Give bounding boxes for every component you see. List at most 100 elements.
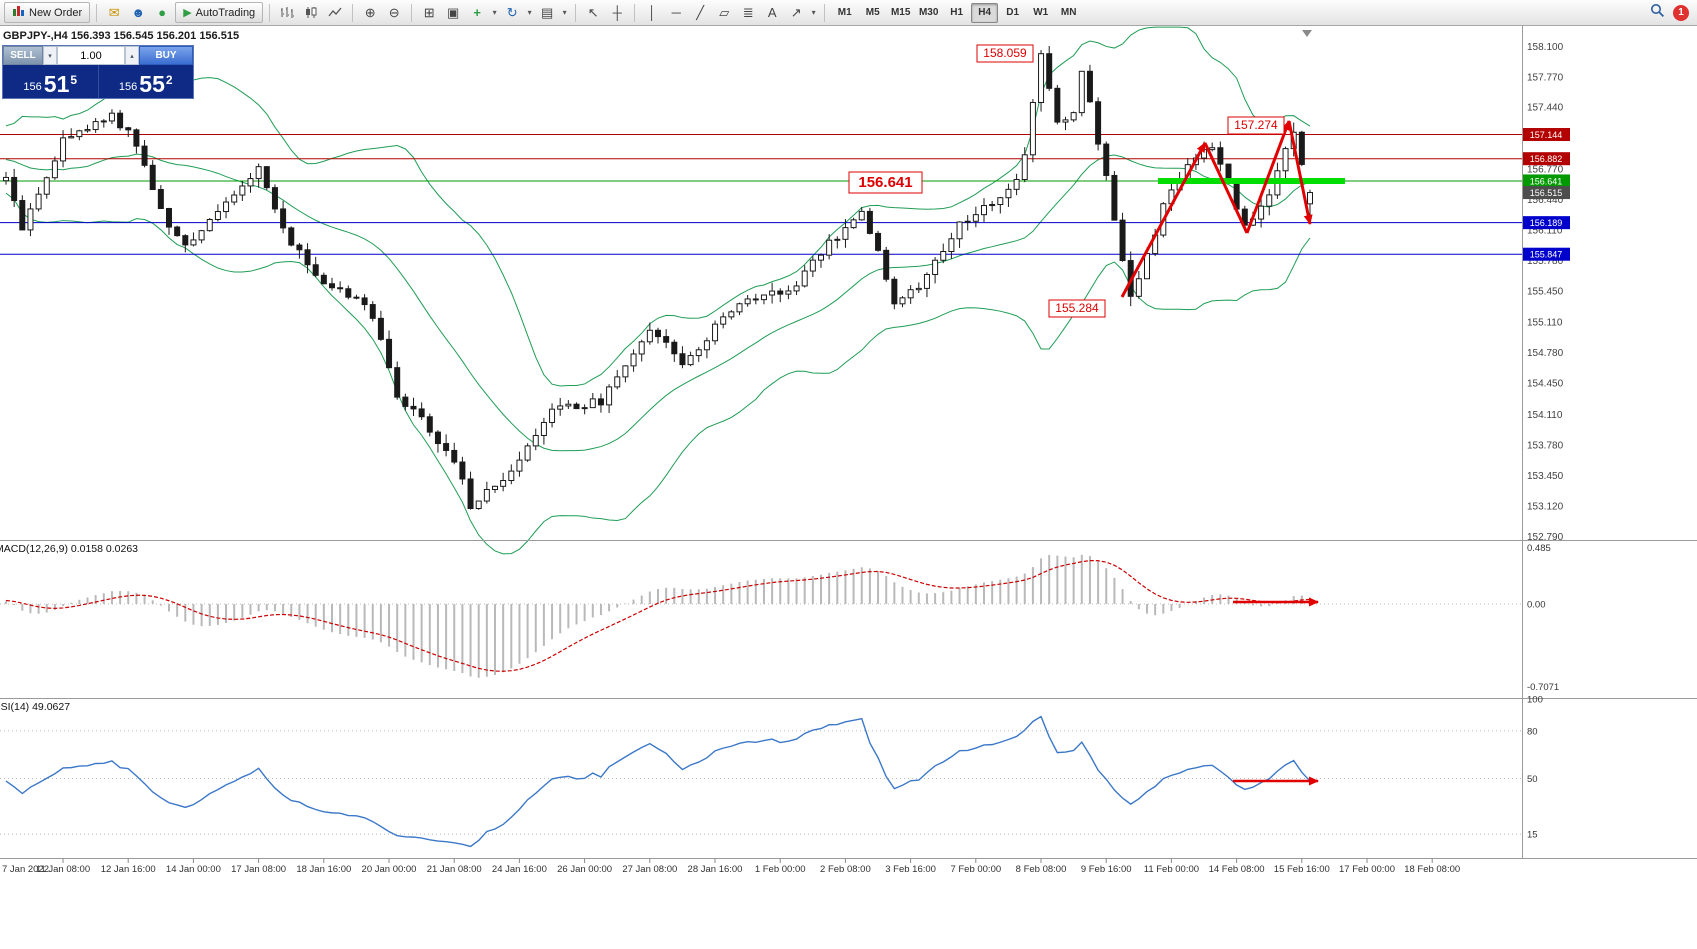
candlestick-chart-icon[interactable] <box>300 2 322 23</box>
price-annotation-158.059[interactable]: 158.059 <box>976 44 1034 63</box>
vertical-line-tool-icon[interactable]: │ <box>641 2 663 23</box>
properties-caret-icon[interactable]: ▾ <box>562 8 567 17</box>
svg-text:155.284: 155.284 <box>1055 301 1099 315</box>
sell-button[interactable]: SELL <box>3 46 43 65</box>
price-tag-156.882: 156.882 <box>1523 152 1570 166</box>
macd-axis-labels: 0.485 0.00 -0.7071 <box>1527 543 1559 693</box>
rsi-indicator-label: RSI(14) 49.0627 <box>0 701 71 713</box>
svg-text:156.641: 156.641 <box>858 174 912 191</box>
separator <box>634 3 636 22</box>
svg-text:154.110: 154.110 <box>1527 410 1563 421</box>
timeframe-button-mn[interactable]: MN <box>1055 3 1082 23</box>
search-icon[interactable] <box>1650 3 1665 23</box>
svg-text:18 Feb 08:00: 18 Feb 08:00 <box>1404 864 1460 875</box>
svg-text:26 Jan 00:00: 26 Jan 00:00 <box>557 864 612 875</box>
notification-badge[interactable]: 1 <box>1673 4 1689 21</box>
svg-text:156.882: 156.882 <box>1530 154 1563 164</box>
svg-text:155.780: 155.780 <box>1527 256 1564 267</box>
refresh-caret-icon[interactable]: ▾ <box>527 8 532 17</box>
timeframe-button-h4[interactable]: H4 <box>971 2 999 23</box>
timeframe-button-m30[interactable]: M30 <box>915 3 942 23</box>
ask-price[interactable]: 156 55 2 <box>99 65 194 98</box>
lot-size-input[interactable] <box>57 46 125 65</box>
timeframe-button-m1[interactable]: M1 <box>831 3 858 23</box>
bid-main: 51 <box>43 71 70 97</box>
price-annotation-155.284[interactable]: 155.284 <box>1048 299 1106 318</box>
zoom-in-icon[interactable]: ⊕ <box>359 2 381 23</box>
svg-text:9 Feb 16:00: 9 Feb 16:00 <box>1081 864 1132 875</box>
svg-text:0.00: 0.00 <box>1527 600 1546 611</box>
svg-text:17 Feb 00:00: 17 Feb 00:00 <box>1339 864 1395 875</box>
chart-shift-marker[interactable] <box>1302 30 1312 37</box>
svg-text:157.274: 157.274 <box>1234 118 1278 132</box>
chart-canvas[interactable]: 158.100157.770157.440157.110156.770156.4… <box>0 26 1697 882</box>
accounts-icon[interactable]: ☻ <box>127 2 149 23</box>
trend-arrows-drawing[interactable] <box>1120 120 1313 298</box>
svg-text:155.110: 155.110 <box>1527 318 1563 329</box>
svg-text:17 Jan 08:00: 17 Jan 08:00 <box>231 864 286 875</box>
timeframe-button-w1[interactable]: W1 <box>1027 3 1054 23</box>
svg-text:80: 80 <box>1527 726 1538 737</box>
text-tool-icon[interactable]: A <box>761 2 783 23</box>
community-icon[interactable]: ● <box>151 2 173 23</box>
new-chart-icon[interactable]: + <box>466 2 488 23</box>
price-annotation-157.274[interactable]: 157.274 <box>1227 116 1285 135</box>
fibonacci-tool-icon[interactable]: ≣ <box>737 2 759 23</box>
lot-increase-button[interactable]: ▴ <box>125 46 139 65</box>
chart-properties-icon[interactable]: ▤ <box>536 2 558 23</box>
line-chart-icon[interactable] <box>324 2 346 23</box>
price-annotation-156.641[interactable]: 156.641 <box>848 171 923 194</box>
autotrading-button[interactable]: ▶ AutoTrading <box>175 2 264 23</box>
buy-button[interactable]: BUY <box>139 46 193 65</box>
svg-text:154.450: 154.450 <box>1527 379 1564 390</box>
svg-text:7 Jan 2022: 7 Jan 2022 <box>2 864 49 875</box>
svg-text:1 Feb 00:00: 1 Feb 00:00 <box>755 864 806 875</box>
zoom-out-icon[interactable]: ⊖ <box>383 2 405 23</box>
mailbox-icon[interactable]: ✉ <box>103 2 125 23</box>
bar-chart-icon[interactable] <box>276 2 298 23</box>
refresh-icon[interactable]: ↻ <box>501 2 523 23</box>
horizontal-line-tool-icon[interactable]: ─ <box>665 2 687 23</box>
new-order-button[interactable]: New Order <box>4 2 91 23</box>
svg-text:24 Jan 16:00: 24 Jan 16:00 <box>492 864 547 875</box>
price-axis-labels: 158.100157.770157.440157.110156.770156.4… <box>1527 42 1564 543</box>
svg-text:7 Feb 00:00: 7 Feb 00:00 <box>950 864 1001 875</box>
arrows-caret-icon[interactable]: ▾ <box>811 8 816 17</box>
timeframe-button-h1[interactable]: H1 <box>943 3 970 23</box>
svg-text:158.059: 158.059 <box>983 46 1027 60</box>
separator <box>575 3 577 22</box>
arrows-tool-icon[interactable]: ↗ <box>785 2 807 23</box>
trendline-tool-icon[interactable]: ╱ <box>689 2 711 23</box>
svg-text:156.641: 156.641 <box>1530 176 1563 186</box>
tile-windows-icon[interactable]: ⊞ <box>418 2 440 23</box>
svg-text:155.450: 155.450 <box>1527 286 1564 297</box>
crosshair-icon[interactable]: ┼ <box>606 2 628 23</box>
toolbar: New Order ✉ ☻ ● ▶ AutoTrading ⊕ ⊖ ⊞ ▣ + ▾… <box>0 0 1697 26</box>
cascade-windows-icon[interactable]: ▣ <box>442 2 464 23</box>
svg-text:156.515: 156.515 <box>1530 188 1563 198</box>
rsi-axis-labels: 100 80 50 15 <box>1527 695 1543 841</box>
timeframe-button-m15[interactable]: M15 <box>887 3 914 23</box>
svg-text:12 Jan 16:00: 12 Jan 16:00 <box>101 864 156 875</box>
svg-text:156.110: 156.110 <box>1527 225 1563 236</box>
svg-text:2 Feb 08:00: 2 Feb 08:00 <box>820 864 871 875</box>
svg-text:11 Feb 00:00: 11 Feb 00:00 <box>1144 864 1199 875</box>
svg-text:8 Feb 08:00: 8 Feb 08:00 <box>1016 864 1067 875</box>
cursor-icon[interactable]: ↖ <box>582 2 604 23</box>
lot-decrease-button[interactable]: ▾ <box>43 46 57 65</box>
new-chart-caret-icon[interactable]: ▾ <box>492 8 497 17</box>
separator <box>352 3 354 22</box>
trade-panel-prices: 156 51 5 156 55 2 <box>3 65 193 98</box>
ask-main: 55 <box>139 71 165 97</box>
separator <box>269 3 271 22</box>
new-order-icon <box>12 5 25 21</box>
timeframe-button-m5[interactable]: M5 <box>859 3 886 23</box>
svg-text:11 Jan 08:00: 11 Jan 08:00 <box>36 864 90 875</box>
svg-text:100: 100 <box>1527 695 1543 706</box>
svg-text:153.780: 153.780 <box>1527 440 1564 451</box>
channel-tool-icon[interactable]: ▱ <box>713 2 735 23</box>
bid-price[interactable]: 156 51 5 <box>3 65 99 98</box>
svg-text:154.780: 154.780 <box>1527 348 1564 359</box>
timeframe-button-d1[interactable]: D1 <box>999 3 1026 23</box>
candlestick-series <box>3 46 1313 510</box>
